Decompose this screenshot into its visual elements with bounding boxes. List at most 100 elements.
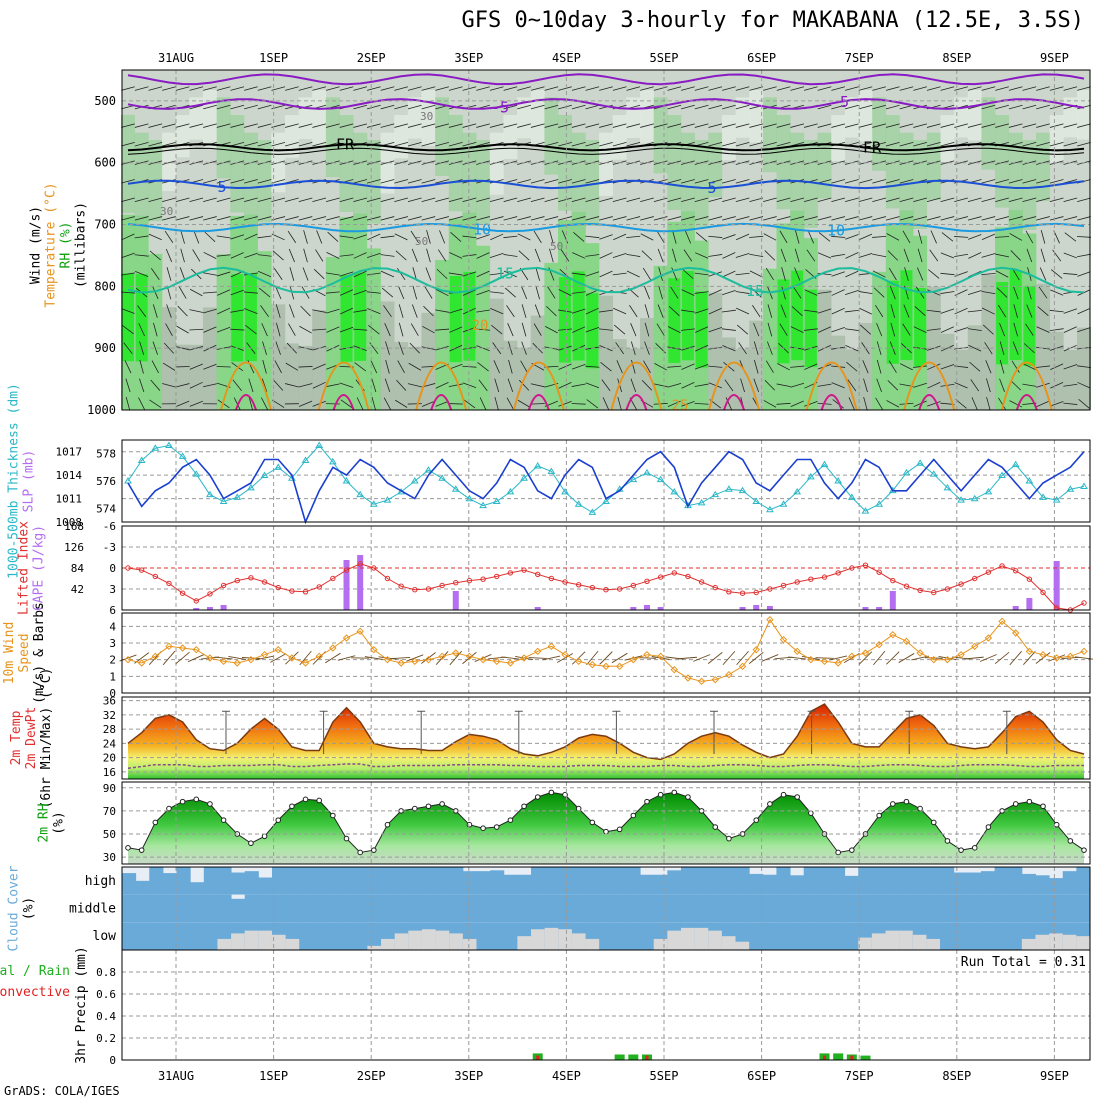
wind-barb — [517, 399, 531, 408]
wind-barb — [476, 345, 490, 352]
wind-speed-point — [848, 652, 856, 661]
top-date-label: 1SEP — [259, 51, 288, 65]
wind-barb — [803, 86, 818, 91]
rh-cell — [407, 346, 422, 410]
thickness-point — [984, 487, 993, 495]
wind-barb — [803, 197, 818, 203]
wind-barb — [558, 400, 572, 407]
rh-cell — [762, 268, 777, 410]
thickness-point — [178, 452, 187, 459]
rh-cell-wet — [914, 288, 927, 367]
wind-barb — [153, 322, 158, 337]
wind-barb — [1022, 123, 1037, 128]
wind-barb — [426, 248, 431, 263]
wind-barb — [913, 141, 927, 147]
precip-vgrid — [175, 950, 1055, 1060]
wind-barb — [995, 216, 1009, 221]
rh2m-point — [1012, 801, 1019, 807]
wind-barb — [954, 307, 968, 315]
cloud-cell — [1035, 894, 1050, 923]
wind-barb — [903, 304, 910, 318]
wind-barb — [790, 197, 805, 203]
wind-barb — [381, 287, 394, 298]
rh-cell-wet — [886, 280, 899, 364]
wind-barb — [657, 248, 664, 263]
rh-cell-mid — [776, 115, 791, 210]
rh-cell-wet — [449, 276, 462, 363]
thickness-point — [643, 468, 651, 476]
wind-barb — [383, 397, 392, 411]
wind-barb — [530, 179, 545, 184]
contour-label: 10 — [827, 222, 845, 240]
wind-barb — [721, 328, 736, 331]
wind-barb — [398, 341, 404, 355]
wind-tick: 3 — [109, 637, 116, 650]
wind-barb — [887, 380, 899, 391]
wind-barb — [644, 322, 650, 337]
wind-barb — [462, 346, 477, 350]
wind-barb — [448, 86, 463, 91]
cape-bar — [1053, 561, 1060, 610]
wind-barb — [899, 179, 914, 184]
hot-contour — [723, 394, 745, 411]
wind-barb — [394, 399, 408, 408]
cloud-cell — [994, 867, 1009, 895]
wind-barb — [694, 179, 709, 184]
wind-barb — [722, 270, 736, 278]
rh-cell-mid — [995, 115, 1010, 208]
wind-barb — [394, 141, 409, 147]
wind-barb — [1012, 341, 1019, 355]
wind-barb — [683, 249, 693, 262]
wind-barb — [995, 179, 1009, 184]
wind-barb — [244, 308, 258, 315]
thickness-point — [1039, 493, 1047, 500]
wind-barb — [289, 267, 295, 281]
wind-barb-10m — [542, 655, 561, 661]
wind-barb — [927, 363, 941, 370]
wind-barb — [288, 323, 296, 336]
bottom-date-label: 9SEP — [1040, 1069, 1069, 1083]
wind-barb — [313, 268, 325, 280]
wind-barb — [790, 326, 804, 334]
wind-barb — [517, 216, 531, 221]
wind-barb — [585, 271, 600, 277]
wind-barb — [385, 341, 390, 356]
lifted-index-point — [685, 573, 691, 580]
rh-cell — [298, 345, 313, 410]
wind-hgrid — [122, 625, 1090, 677]
wind-barb-10m — [693, 654, 711, 662]
wind-barb — [571, 403, 586, 405]
lifted-index-point — [494, 573, 500, 580]
wind-barb — [326, 326, 340, 333]
wind-barb — [312, 381, 326, 389]
rh-cell-wet — [804, 289, 817, 368]
wind-barb — [1008, 197, 1023, 203]
wind-barb — [549, 230, 554, 244]
wind-barb — [339, 235, 354, 239]
wind-barb — [890, 304, 896, 318]
warm-contour — [415, 361, 468, 411]
wind-barb — [517, 179, 531, 184]
wind-barb — [1036, 123, 1050, 128]
cloud-cell — [967, 872, 982, 895]
wind-barb — [151, 360, 159, 374]
wind-barb — [216, 216, 231, 221]
wind-barb — [858, 291, 873, 295]
cloud-cell — [1076, 867, 1091, 895]
cloud-cell — [612, 867, 627, 895]
cloud-cell — [544, 894, 559, 923]
cloud-cell — [680, 927, 696, 950]
wind-barb — [927, 381, 941, 389]
wind-barb — [735, 252, 750, 258]
cloud-cell — [694, 927, 709, 950]
wind-barb — [380, 179, 395, 184]
wind-vgrid — [175, 613, 1055, 693]
lifted-index-point — [849, 565, 855, 571]
wind-barb — [749, 216, 764, 221]
cloud-cell — [1062, 934, 1077, 950]
wind-barb — [969, 361, 981, 372]
wind-barb — [121, 141, 135, 147]
slp-vgrid — [175, 440, 1055, 522]
wind-barb — [244, 252, 258, 259]
